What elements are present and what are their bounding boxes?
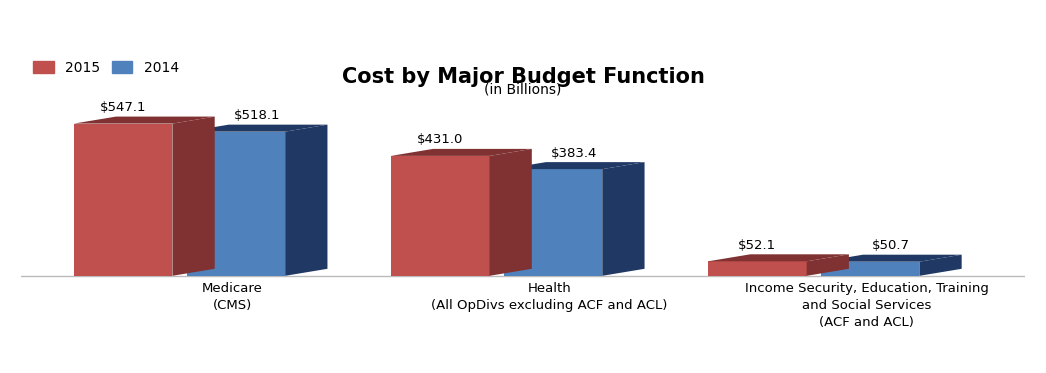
Text: $518.1: $518.1 — [233, 109, 280, 122]
Text: (in Billions): (in Billions) — [484, 83, 562, 97]
Polygon shape — [173, 117, 214, 276]
Polygon shape — [490, 149, 531, 276]
Polygon shape — [919, 255, 961, 276]
Polygon shape — [74, 117, 214, 123]
Polygon shape — [708, 261, 806, 276]
Polygon shape — [503, 162, 644, 169]
Text: $431.0: $431.0 — [417, 134, 463, 146]
Polygon shape — [708, 254, 849, 261]
Polygon shape — [74, 123, 173, 276]
Text: Cost by Major Budget Function: Cost by Major Budget Function — [342, 67, 704, 87]
Polygon shape — [391, 149, 531, 156]
Text: Health
(All OpDivs excluding ACF and ACL): Health (All OpDivs excluding ACF and ACL… — [431, 282, 667, 313]
Polygon shape — [806, 254, 849, 276]
Text: $52.1: $52.1 — [738, 239, 776, 252]
Polygon shape — [186, 125, 327, 132]
Text: Income Security, Education, Training
and Social Services
(ACF and ACL): Income Security, Education, Training and… — [745, 282, 988, 329]
Polygon shape — [821, 255, 961, 262]
Polygon shape — [602, 162, 644, 276]
Legend: 2015, 2014: 2015, 2014 — [28, 55, 184, 80]
Text: $547.1: $547.1 — [99, 101, 146, 114]
Text: Medicare
(CMS): Medicare (CMS) — [202, 282, 263, 313]
Polygon shape — [391, 156, 490, 276]
Polygon shape — [286, 125, 327, 276]
Polygon shape — [503, 169, 602, 276]
Text: $383.4: $383.4 — [551, 147, 597, 160]
Polygon shape — [821, 262, 919, 276]
Polygon shape — [186, 132, 286, 276]
Text: $50.7: $50.7 — [872, 239, 910, 252]
